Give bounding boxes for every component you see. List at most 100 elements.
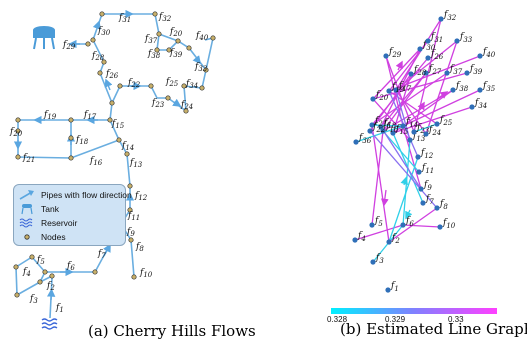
line-graph-node-f3: f3 bbox=[370, 253, 384, 265]
svg-text:f11: f11 bbox=[421, 163, 434, 175]
left-network-nodes bbox=[13, 11, 216, 298]
caption-right: (b) Estimated Line Graph bbox=[340, 320, 527, 338]
pipe-label: f1 bbox=[55, 303, 64, 314]
network-node bbox=[15, 154, 21, 160]
svg-text:f6: f6 bbox=[405, 216, 414, 228]
line-graph-node-f7: f7 bbox=[420, 194, 434, 206]
network-node bbox=[124, 151, 130, 157]
network-node bbox=[166, 47, 172, 53]
network-node bbox=[183, 108, 189, 114]
network-node bbox=[181, 83, 187, 89]
network-node bbox=[148, 83, 154, 89]
svg-text:f38: f38 bbox=[455, 81, 469, 93]
svg-text:f5: f5 bbox=[374, 216, 383, 228]
svg-text:f40: f40 bbox=[482, 47, 496, 59]
pipe-label: f38 bbox=[147, 49, 161, 60]
svg-text:f4: f4 bbox=[357, 231, 366, 243]
network-node bbox=[15, 117, 21, 123]
line-graph-node-f10: f10 bbox=[437, 218, 456, 230]
legend-label-reservoir: Reservoir bbox=[41, 218, 78, 228]
pipe-label: f14 bbox=[121, 141, 134, 152]
pipe-label: f4 bbox=[22, 267, 31, 278]
svg-text:f29: f29 bbox=[388, 47, 402, 59]
svg-text:f8: f8 bbox=[439, 199, 448, 211]
svg-text:f9: f9 bbox=[423, 180, 432, 192]
network-node bbox=[99, 11, 105, 17]
pipe-label: f5 bbox=[36, 255, 45, 266]
line-graph-node-f39: f39 bbox=[464, 64, 483, 76]
line-graph-node-f8: f8 bbox=[434, 199, 448, 211]
pipe-label: f10 bbox=[139, 268, 153, 279]
svg-text:f39: f39 bbox=[469, 64, 483, 76]
svg-text:f27: f27 bbox=[428, 64, 442, 76]
pipe-label: f23 bbox=[151, 98, 165, 109]
network-node bbox=[128, 237, 134, 243]
pipe-f37-f39 bbox=[156, 33, 179, 51]
line-graph-node-f4: f4 bbox=[352, 231, 366, 243]
network-node bbox=[68, 135, 74, 141]
pipe-label: f34 bbox=[185, 79, 198, 90]
pipe-label: f39 bbox=[169, 48, 183, 59]
network-node bbox=[165, 95, 171, 101]
svg-text:f32: f32 bbox=[443, 10, 457, 22]
pipe-label: f20 bbox=[9, 127, 23, 138]
network-node bbox=[97, 70, 103, 76]
colorbar-tick-2: 0.329 bbox=[385, 315, 406, 324]
colorbar-tick-1: 0.328 bbox=[327, 315, 348, 324]
pipe-label: f11 bbox=[127, 211, 140, 222]
pipe-label: f8 bbox=[135, 242, 144, 253]
network-node bbox=[199, 85, 205, 91]
line-graph-node-f34: f34 bbox=[469, 98, 487, 110]
line-graph-node-f29: f29 bbox=[383, 47, 402, 59]
node-icon bbox=[18, 231, 36, 243]
pipe-label: f18 bbox=[75, 135, 89, 146]
network-node bbox=[14, 292, 20, 298]
pipe-label: f16 bbox=[89, 156, 103, 167]
pipe-label: f17 bbox=[83, 110, 97, 121]
network-node bbox=[13, 264, 19, 270]
svg-text:f33: f33 bbox=[459, 32, 473, 44]
line-graph-node-f40: f40 bbox=[477, 47, 496, 59]
pipe-label: f31 bbox=[118, 13, 131, 24]
legend-item-nodes: Nodes bbox=[18, 231, 66, 243]
network-node bbox=[117, 83, 123, 89]
pipe-label: f20 bbox=[169, 27, 183, 38]
pipe-label: f30 bbox=[97, 26, 111, 37]
network-node bbox=[85, 41, 91, 47]
pipe-label: f26 bbox=[105, 69, 119, 80]
reservoir-icon bbox=[18, 217, 36, 229]
network-node bbox=[109, 100, 115, 106]
network-node bbox=[127, 183, 133, 189]
svg-text:f35: f35 bbox=[482, 81, 496, 93]
network-node bbox=[92, 269, 98, 275]
network-node bbox=[210, 35, 216, 41]
legend: Pipes with flow direction Tank Reservoir… bbox=[13, 184, 132, 246]
line-graph-node-f9: f9 bbox=[418, 180, 432, 192]
network-node bbox=[154, 47, 160, 53]
pipe-label: f15 bbox=[111, 119, 125, 130]
network-node bbox=[152, 11, 158, 17]
network-node bbox=[186, 45, 192, 51]
reservoir-icon bbox=[41, 318, 58, 330]
pipe-label: f28 bbox=[91, 51, 105, 62]
line-graph-node-f33: f33 bbox=[454, 32, 473, 44]
pipe-label: f22 bbox=[127, 78, 141, 89]
pipe-f22-f25 bbox=[111, 85, 187, 113]
network-node bbox=[37, 279, 43, 285]
svg-text:f2: f2 bbox=[391, 233, 400, 245]
svg-text:f10: f10 bbox=[442, 218, 456, 230]
svg-text:f24: f24 bbox=[428, 125, 441, 137]
svg-text:f12: f12 bbox=[420, 148, 434, 160]
pipe-label: f7 bbox=[97, 249, 106, 260]
pipe-label: f6 bbox=[66, 261, 75, 272]
tank-icon bbox=[18, 203, 36, 215]
legend-item-tank: Tank bbox=[18, 203, 59, 215]
arrow-icon bbox=[18, 189, 36, 201]
pipe-label: f3 bbox=[29, 294, 38, 305]
svg-text:f3: f3 bbox=[375, 253, 384, 265]
line-graph-node-f35: f35 bbox=[477, 81, 496, 93]
left-network-arrows bbox=[13, 9, 202, 301]
pipe-label: f21 bbox=[22, 153, 35, 164]
